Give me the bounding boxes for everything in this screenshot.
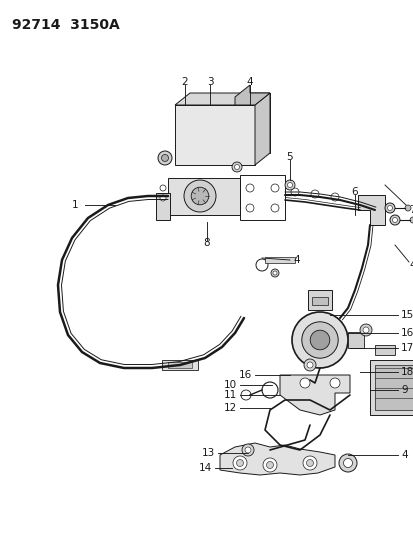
Polygon shape [190,93,269,153]
Bar [161,360,197,370]
Circle shape [284,180,294,190]
Text: 15: 15 [400,310,413,320]
Text: 92714  3150A: 92714 3150A [12,18,119,32]
Circle shape [389,215,399,225]
Text: 7: 7 [408,205,413,215]
Bar [240,175,284,220]
Polygon shape [175,93,269,105]
Polygon shape [219,443,334,475]
Bar [311,297,327,305]
Text: 4: 4 [408,260,413,270]
Text: 3: 3 [206,77,213,87]
Circle shape [404,205,410,211]
Polygon shape [175,105,254,165]
Circle shape [359,324,371,336]
Text: 13: 13 [201,448,214,458]
Bar [264,257,294,263]
Circle shape [183,180,216,212]
Text: 6: 6 [351,187,357,197]
Polygon shape [235,85,269,105]
Bar [347,332,363,348]
Circle shape [245,184,254,192]
Text: 4: 4 [292,255,299,265]
Circle shape [303,359,315,371]
Circle shape [262,458,276,472]
Text: 4: 4 [400,450,407,460]
Bar [168,178,240,215]
Text: 12: 12 [223,403,236,413]
Bar [369,360,413,415]
Text: 11: 11 [223,390,236,400]
Circle shape [343,458,351,467]
Circle shape [338,454,356,472]
Circle shape [299,378,309,388]
Bar [168,362,192,368]
Polygon shape [279,375,349,415]
Text: 17: 17 [400,343,413,353]
Circle shape [244,447,250,453]
Circle shape [271,269,278,277]
Circle shape [159,185,166,191]
Text: 5: 5 [286,152,292,162]
Circle shape [236,459,243,466]
Circle shape [306,362,312,368]
Circle shape [384,203,394,213]
Bar [156,193,170,220]
Text: 1: 1 [71,200,78,210]
Circle shape [309,330,329,350]
Text: 16: 16 [238,370,252,380]
Text: 16: 16 [400,328,413,338]
Polygon shape [357,195,384,225]
Circle shape [287,182,292,188]
Circle shape [234,165,239,169]
Text: 18: 18 [400,367,413,377]
Circle shape [330,193,338,201]
Bar [374,365,413,410]
Circle shape [272,271,276,275]
Circle shape [159,195,166,201]
Text: 4: 4 [246,77,253,87]
Circle shape [290,188,298,196]
Circle shape [409,217,413,223]
Circle shape [245,204,254,212]
Text: 2: 2 [181,77,188,87]
Circle shape [233,456,247,470]
Circle shape [387,206,392,211]
Polygon shape [254,93,269,165]
Circle shape [191,187,208,205]
Circle shape [302,456,316,470]
Circle shape [242,444,254,456]
Circle shape [291,312,347,368]
Circle shape [306,459,313,466]
Circle shape [271,184,278,192]
Circle shape [329,378,339,388]
Text: 8: 8 [203,238,210,248]
Circle shape [310,190,318,198]
Text: 14: 14 [198,463,211,473]
Bar [307,290,331,310]
Text: 9: 9 [400,385,407,395]
Bar [374,345,394,355]
Circle shape [301,322,337,358]
Circle shape [392,217,396,222]
Text: 10: 10 [223,380,236,390]
Circle shape [158,151,171,165]
Circle shape [266,462,273,469]
Circle shape [231,162,242,172]
Circle shape [271,204,278,212]
Circle shape [362,327,368,333]
Circle shape [161,155,168,161]
